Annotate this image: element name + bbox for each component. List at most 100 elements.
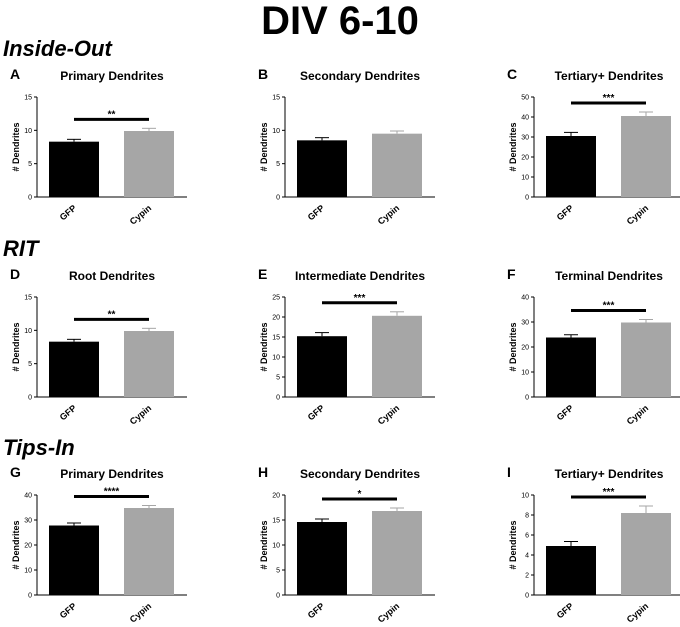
y-tick-label: 10 [24, 568, 32, 575]
chart-panel-b: B Secondary Dendrites # Dendrites 0 5 10 15 GFP… [258, 66, 435, 227]
y-axis-label: # Dendrites [259, 520, 269, 569]
significance-label: ** [108, 109, 116, 120]
bar-cypin [372, 133, 422, 197]
section-title-inside-out: Inside-Out [3, 36, 113, 61]
chart-panel-f: F Terminal Dendrites # Dendrites 0 10 20 30 40 G… [507, 266, 680, 427]
y-tick-label: 0 [276, 593, 280, 600]
panel-title: Primary Dendrites [60, 467, 164, 481]
y-tick-label: 0 [276, 395, 280, 402]
y-tick-label: 8 [525, 513, 529, 520]
y-tick-label: 15 [272, 518, 280, 525]
x-tick-label: Cypin [625, 203, 651, 227]
bar-gfp [297, 522, 347, 595]
y-tick-label: 50 [521, 95, 529, 102]
y-tick-label: 0 [276, 195, 280, 202]
significance-label: *** [603, 487, 615, 498]
y-tick-label: 10 [521, 493, 529, 500]
y-axis-label: # Dendrites [259, 322, 269, 371]
panel-letter: H [258, 464, 268, 480]
y-tick-label: 0 [525, 593, 529, 600]
y-tick-label: 25 [272, 295, 280, 302]
panel-title: Terminal Dendrites [555, 269, 663, 283]
x-tick-label: GFP [306, 403, 327, 423]
chart-panel-g: G Primary Dendrites # Dendrites 0 10 20 30 40 GF… [10, 464, 187, 625]
significance-label: *** [603, 93, 615, 104]
y-tick-label: 40 [521, 295, 529, 302]
bar-cypin [124, 131, 174, 197]
chart-panel-c: C Tertiary+ Dendrites # Dendrites 0 10 20 30 40… [507, 66, 680, 227]
y-tick-label: 20 [521, 155, 529, 162]
y-tick-label: 20 [521, 345, 529, 352]
y-tick-label: 5 [276, 568, 280, 575]
panel-letter: E [258, 266, 267, 282]
y-tick-label: 30 [521, 135, 529, 142]
y-tick-label: 5 [276, 161, 280, 168]
x-tick-label: GFP [555, 601, 576, 621]
y-tick-label: 0 [525, 195, 529, 202]
y-axis-label: # Dendrites [11, 520, 21, 569]
y-tick-label: 5 [28, 161, 32, 168]
y-tick-label: 2 [525, 573, 529, 580]
y-tick-label: 10 [521, 175, 529, 182]
y-tick-label: 15 [272, 95, 280, 102]
significance-label: **** [104, 487, 120, 498]
panel-letter: I [507, 464, 511, 480]
panel-letter: A [10, 66, 20, 82]
x-tick-label: GFP [58, 403, 79, 423]
y-tick-label: 10 [272, 543, 280, 550]
x-tick-label: GFP [555, 403, 576, 423]
significance-label: *** [603, 301, 615, 312]
y-tick-label: 10 [24, 128, 32, 135]
x-tick-label: GFP [555, 203, 576, 223]
y-tick-label: 10 [24, 328, 32, 335]
x-tick-label: GFP [58, 601, 79, 621]
y-tick-label: 40 [24, 493, 32, 500]
panel-letter: D [10, 266, 20, 282]
bar-gfp [49, 141, 99, 197]
bar-gfp [49, 341, 99, 397]
y-tick-label: 0 [28, 195, 32, 202]
panel-title: Secondary Dendrites [300, 69, 420, 83]
bar-cypin [621, 322, 671, 397]
y-axis-label: # Dendrites [11, 122, 21, 171]
bar-cypin [124, 331, 174, 397]
bar-gfp [297, 140, 347, 197]
significance-label: ** [108, 309, 116, 320]
panel-letter: C [507, 66, 517, 82]
y-tick-label: 15 [24, 95, 32, 102]
chart-panel-h: H Secondary Dendrites # Dendrites 0 5 10 15 20 G… [258, 464, 435, 625]
y-tick-label: 10 [521, 370, 529, 377]
bar-cypin [372, 315, 422, 397]
x-tick-label: GFP [306, 601, 327, 621]
bar-gfp [49, 525, 99, 595]
chart-panel-e: E Intermediate Dendrites # Dendrites 0 5 10 15… [258, 266, 435, 427]
y-tick-label: 5 [28, 361, 32, 368]
x-tick-label: Cypin [625, 403, 651, 427]
panel-title: Tertiary+ Dendrites [555, 69, 664, 83]
bar-gfp [546, 546, 596, 595]
bar-gfp [546, 136, 596, 197]
bar-gfp [297, 336, 347, 397]
x-tick-label: GFP [306, 203, 327, 223]
x-tick-label: Cypin [376, 601, 402, 625]
y-tick-label: 40 [521, 115, 529, 122]
panel-letter: B [258, 66, 268, 82]
x-tick-label: Cypin [128, 601, 154, 625]
bar-cypin [372, 511, 422, 595]
panels-group: A Primary Dendrites # Dendrites 0 5 10 15 GFP Cy… [10, 66, 680, 625]
y-tick-label: 20 [24, 543, 32, 550]
chart-panel-i: I Tertiary+ Dendrites # Dendrites 0 2 4 6 8 10 GF… [507, 464, 680, 625]
y-tick-label: 10 [272, 128, 280, 135]
y-tick-label: 15 [24, 295, 32, 302]
y-axis-label: # Dendrites [259, 122, 269, 171]
panel-title: Secondary Dendrites [300, 467, 420, 481]
bar-cypin [621, 513, 671, 595]
y-axis-label: # Dendrites [508, 122, 518, 171]
x-tick-label: Cypin [625, 601, 651, 625]
y-axis-label: # Dendrites [508, 322, 518, 371]
chart-panel-a: A Primary Dendrites # Dendrites 0 5 10 15 GFP Cy… [10, 66, 187, 227]
x-tick-label: Cypin [128, 403, 154, 427]
bar-cypin [621, 116, 671, 197]
y-tick-label: 30 [24, 518, 32, 525]
y-axis-label: # Dendrites [11, 322, 21, 371]
